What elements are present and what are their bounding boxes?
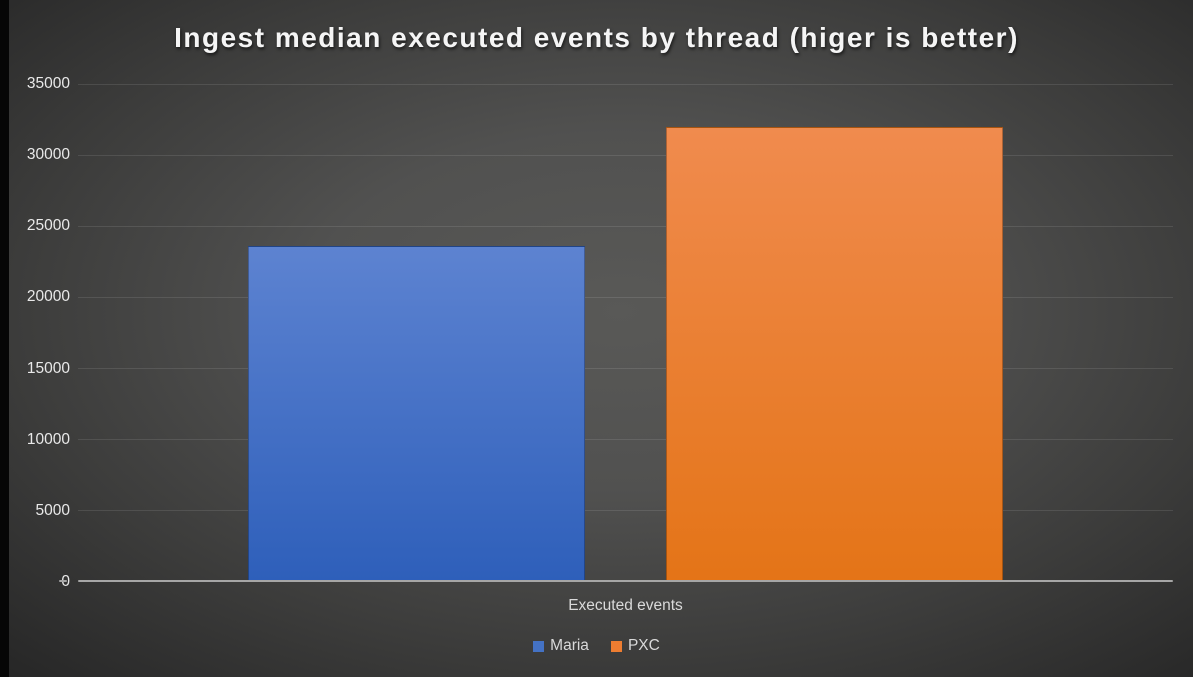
x-axis-line xyxy=(78,580,1173,582)
y-axis-tick-label-10000: 10000 xyxy=(26,430,70,448)
legend-item-maria: Maria xyxy=(533,637,589,655)
y-axis-tick-label-35000: 35000 xyxy=(26,75,70,92)
legend-label-maria: Maria xyxy=(550,637,589,654)
x-axis-origin-tick xyxy=(59,580,67,582)
gridline-10000 xyxy=(78,439,1173,441)
y-axis-tick-label-30000: 30000 xyxy=(26,146,70,164)
y-axis-tick-label-20000: 20000 xyxy=(26,288,70,306)
gridline-15000 xyxy=(78,368,1173,370)
gridline-35000 xyxy=(78,83,1173,85)
legend-swatch-maria xyxy=(533,640,545,652)
bar-maria xyxy=(248,246,585,582)
y-axis-tick-label-0: 0 xyxy=(6,573,70,591)
y-axis-tick-label-15000: 15000 xyxy=(26,359,70,377)
gridline-25000 xyxy=(78,225,1173,227)
gridline-30000 xyxy=(78,154,1173,156)
gridline-5000 xyxy=(78,510,1173,512)
gridline-20000 xyxy=(78,296,1173,298)
chart-title: Ingest median executed events by thread … xyxy=(174,22,1019,53)
x-axis-category-label: Executed events xyxy=(568,597,683,614)
legend-label-pxc: PXC xyxy=(627,637,660,654)
window-left-edge xyxy=(0,0,9,677)
legend-item-pxc: PXC xyxy=(610,637,660,655)
legend: Maria PXC xyxy=(0,637,1193,655)
y-axis-tick-label-5000: 5000 xyxy=(35,501,70,519)
bar-pxc xyxy=(666,126,1003,582)
y-axis-tick-label-25000: 25000 xyxy=(26,217,70,235)
legend-swatch-pxc xyxy=(610,640,622,652)
